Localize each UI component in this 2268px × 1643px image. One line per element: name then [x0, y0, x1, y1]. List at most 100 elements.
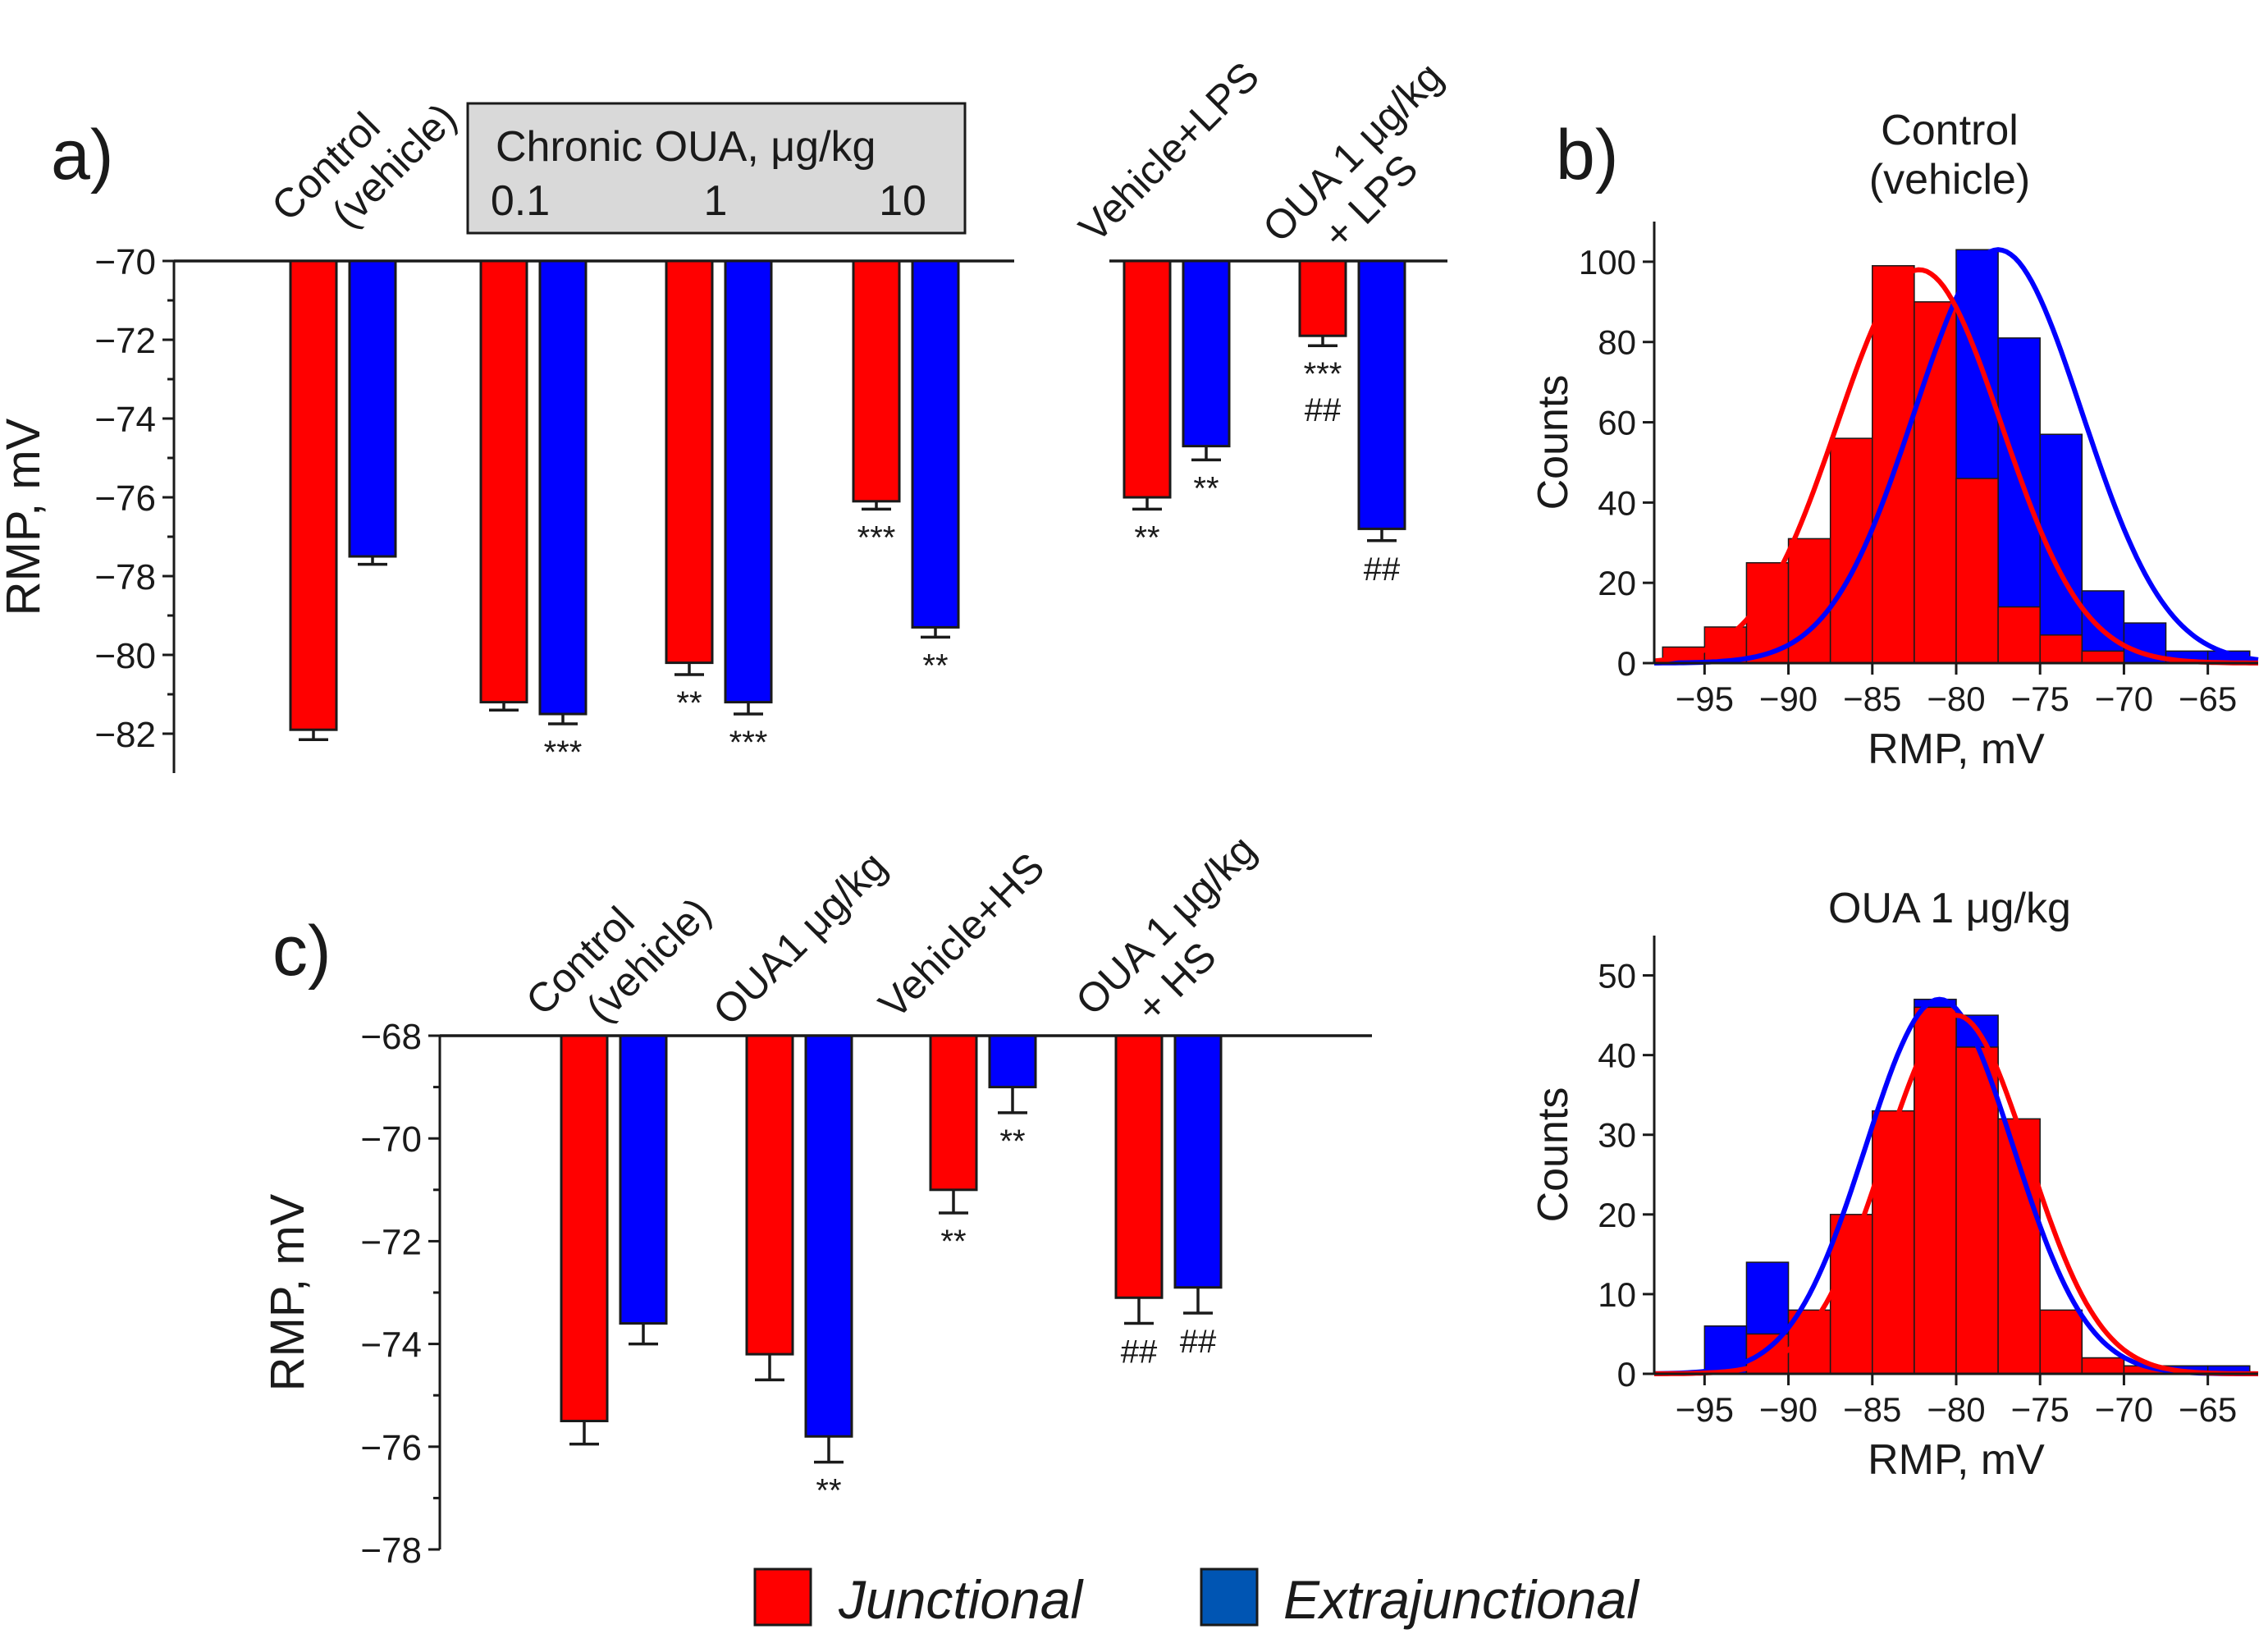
- y-tick-label: −80: [94, 636, 156, 676]
- junctional-bar: [665, 259, 714, 665]
- extrajunctional-bar: [348, 259, 397, 558]
- group-label: Control(vehicle): [263, 61, 465, 263]
- dose-label: 0.1: [491, 177, 550, 225]
- y-tick-label: 60: [1598, 404, 1636, 442]
- y-tick-label: 30: [1598, 1116, 1636, 1155]
- junctional-histogram-bar: [1997, 606, 2041, 664]
- y-tick-label: 0: [1617, 1355, 1636, 1394]
- significance-mark: ##: [1121, 1334, 1158, 1371]
- significance-mark: ##: [1364, 551, 1401, 588]
- y-tick-label: −74: [94, 400, 156, 440]
- junctional-histogram-bar: [1955, 478, 1999, 664]
- extrajunctional-bar: [619, 1034, 668, 1325]
- junctional-gaussian-fit: [1653, 267, 2258, 666]
- significance-mark: ##: [1180, 1324, 1217, 1360]
- legend-swatch-junctional: [753, 1567, 812, 1627]
- x-tick-label: −90: [1759, 680, 1818, 718]
- junctional-bar: [1123, 259, 1172, 499]
- significance-mark: **: [999, 1124, 1025, 1160]
- extrajunctional-bar: [1173, 1034, 1223, 1289]
- junctional-histogram-bar: [1872, 1110, 1915, 1375]
- x-tick-label: −70: [2095, 1390, 2153, 1429]
- significance-mark: ##: [1305, 392, 1342, 428]
- group-label: OUA 1 μg/kg+ LPS: [1254, 53, 1485, 285]
- dose-label: 1: [704, 177, 728, 225]
- y-axis-label: Counts: [1530, 375, 1577, 510]
- y-tick-label: 50: [1598, 957, 1636, 995]
- y-tick-label: −76: [360, 1428, 422, 1468]
- y-axis-label: RMP, mV: [261, 1193, 314, 1391]
- y-tick-label: 0: [1617, 644, 1636, 683]
- group-label: OUA1 μg/kg: [704, 843, 895, 1034]
- x-tick-label: −85: [1843, 1390, 1901, 1429]
- y-tick-label: −82: [94, 715, 156, 755]
- y-tick-label: 20: [1598, 1196, 1636, 1234]
- x-tick-label: −65: [2179, 1390, 2237, 1429]
- x-tick-label: −85: [1843, 680, 1901, 718]
- junctional-histogram-bar: [2039, 634, 2083, 664]
- histogram-title: OUA 1 μg/kg: [1828, 885, 2071, 932]
- x-tick-label: −75: [2011, 680, 2069, 718]
- extrajunctional-bar: [1357, 259, 1406, 530]
- extrajunctional-bar: [538, 259, 588, 716]
- significance-mark: **: [922, 648, 948, 684]
- junctional-histogram-bar: [1914, 1006, 1957, 1375]
- dose-label: 10: [879, 177, 926, 225]
- junctional-bar: [929, 1034, 978, 1192]
- y-tick-label: −78: [360, 1531, 422, 1571]
- significance-mark: **: [1193, 470, 1219, 506]
- histogram-title: (vehicle): [1869, 156, 2031, 204]
- group-label: Vehicle+LPS: [1070, 53, 1268, 251]
- panel-c-bar-chart: −68 −70 −72 −74 −76 −78 RMP, mV Control(vehicle…: [261, 826, 1372, 1571]
- group-label-line: OUA1 μg/kg: [704, 843, 895, 1034]
- panel-b-oua-histogram: OUA 1 μg/kg 0 10 20 30 40 50 −95 −90 −85 −80 −75 −70…: [1530, 885, 2259, 1484]
- y-tick-label: 20: [1598, 564, 1636, 602]
- junctional-bar: [560, 1034, 609, 1422]
- dose-box-title: Chronic OUA, μg/kg: [496, 123, 876, 171]
- x-tick-label: −80: [1927, 680, 1985, 718]
- extrajunctional-bar: [911, 259, 960, 629]
- significance-mark: ***: [729, 725, 768, 761]
- x-tick-label: −70: [2095, 680, 2153, 718]
- x-axis-label: RMP, mV: [1868, 1436, 2045, 1484]
- legend: Junctional Extrajunctional: [753, 1567, 1640, 1630]
- junctional-histogram-bar: [1787, 538, 1831, 664]
- junctional-histogram-bar: [2039, 1309, 2083, 1375]
- legend-swatch-extrajunctional: [1200, 1567, 1259, 1627]
- x-tick-label: −80: [1927, 1390, 1985, 1429]
- y-axis-label: RMP, mV: [0, 418, 50, 616]
- dose-box: [466, 102, 967, 235]
- panel-b-control-histogram: Control(vehicle) 0 20 40 60 80 100 −95 −90 −85 −80…: [1530, 107, 2259, 773]
- x-tick-label: −65: [2179, 680, 2237, 718]
- junctional-bar: [1298, 259, 1347, 337]
- group-label: Control(vehicle): [517, 855, 720, 1058]
- extrajunctional-gaussian-fit: [1654, 247, 2259, 666]
- y-tick-label: −72: [360, 1222, 422, 1262]
- significance-mark: **: [1134, 519, 1159, 556]
- y-tick-label: 10: [1598, 1275, 1636, 1314]
- y-tick-label: −70: [360, 1119, 422, 1160]
- histogram-title: Control: [1881, 107, 2019, 154]
- significance-mark: **: [816, 1473, 841, 1509]
- junctional-histogram-bar: [2081, 1357, 2125, 1375]
- y-tick-label: 40: [1598, 483, 1636, 522]
- panel-a-bar-chart: −70 −72 −74 −76 −78 −80 −82 RMP, mV Control(vehi…: [0, 53, 1485, 773]
- legend-label-junctional: Junctional: [838, 1569, 1085, 1630]
- group-label: Vehicle+HS: [870, 844, 1053, 1027]
- junctional-histogram-bar: [1955, 1046, 1999, 1375]
- y-tick-label: −78: [94, 557, 156, 597]
- extrajunctional-bar: [724, 259, 773, 704]
- y-tick-label: −72: [94, 321, 156, 361]
- junctional-histogram-bar: [1829, 437, 1873, 664]
- y-tick-label: 100: [1579, 243, 1636, 281]
- group-label: OUA 1 μg/kg+ HS: [1067, 826, 1298, 1058]
- extrajunctional-bar: [804, 1034, 853, 1438]
- panel-c-label: c): [272, 912, 332, 991]
- significance-mark: **: [676, 685, 702, 721]
- y-tick-label: −74: [360, 1325, 422, 1366]
- extrajunctional-bar: [1182, 259, 1231, 448]
- y-tick-label: −70: [94, 242, 156, 282]
- significance-mark: ***: [857, 519, 896, 556]
- y-axis-label: Counts: [1530, 1087, 1577, 1223]
